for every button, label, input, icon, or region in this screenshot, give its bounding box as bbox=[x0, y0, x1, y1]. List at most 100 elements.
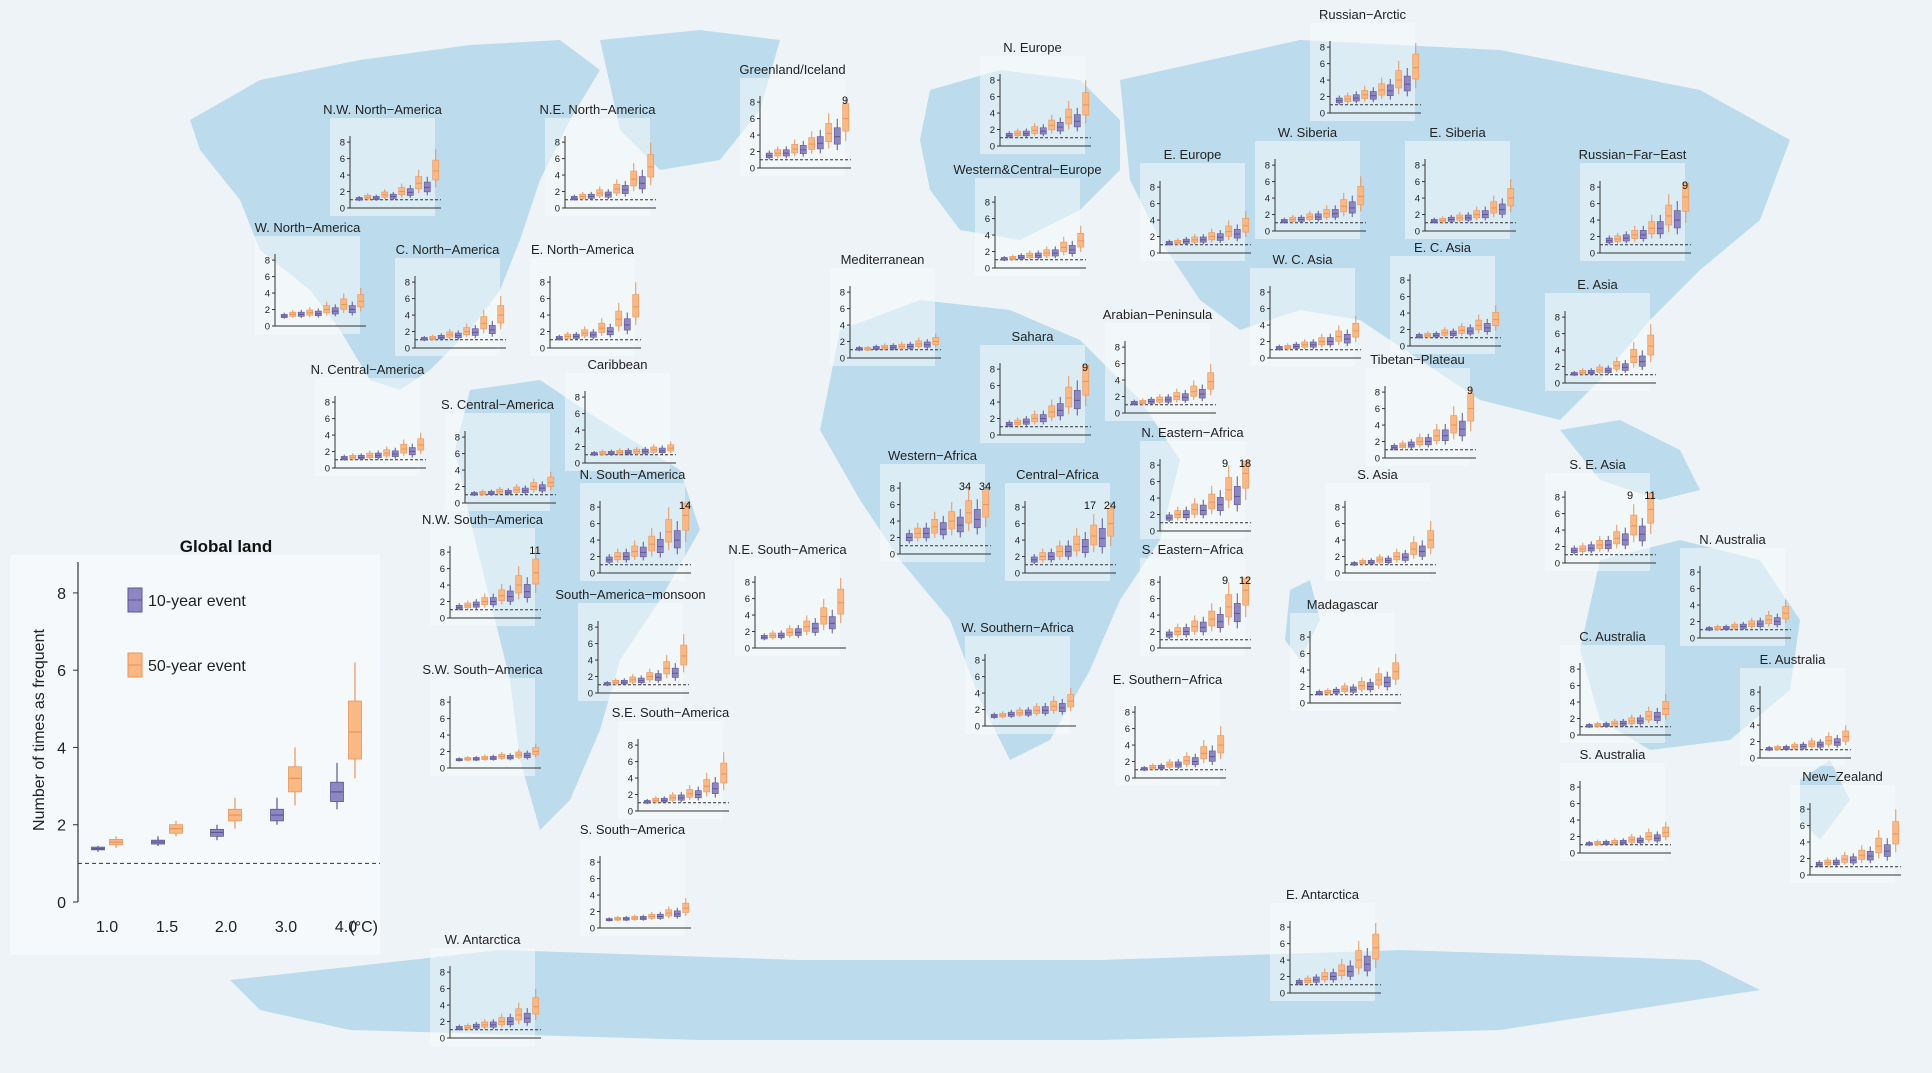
box-10yr bbox=[1403, 75, 1411, 92]
y-tick-label: 0 bbox=[590, 569, 595, 580]
y-tick-label: 0 bbox=[985, 264, 990, 275]
region-panel-esaf: E. Southern−Africa 0 2 4 6 8 bbox=[1113, 672, 1226, 786]
panel-title: Russian−Far−East bbox=[1579, 147, 1687, 162]
box-50yr bbox=[1217, 735, 1225, 754]
panel-title: E. C. Asia bbox=[1414, 240, 1472, 255]
y-tick-label: 6 bbox=[590, 874, 595, 885]
y-tick-label: 8 bbox=[1335, 503, 1340, 514]
y-tick-label: 0 bbox=[1570, 849, 1575, 860]
panel-background bbox=[430, 948, 535, 1046]
region-panel-tib: Tibetan−Plateau 0 2 4 6 8 9 bbox=[1365, 352, 1476, 466]
panel-background bbox=[315, 378, 420, 476]
box-50yr bbox=[1048, 405, 1056, 418]
y-tick-label: 6 bbox=[890, 500, 895, 511]
box-50yr bbox=[842, 103, 850, 132]
panel-title: W. C. Asia bbox=[1273, 252, 1334, 267]
panel-background bbox=[255, 236, 360, 334]
panel-title: Central−Africa bbox=[1016, 467, 1099, 482]
panel-title: W. Antarctica bbox=[445, 932, 522, 947]
y-tick-label: 6 bbox=[540, 294, 545, 305]
box-50yr bbox=[1067, 694, 1075, 708]
y-tick-label: 4 bbox=[440, 1001, 445, 1012]
y-tick-label: 0 bbox=[540, 344, 545, 355]
region-panel-ena: E. North−America 0 2 4 6 8 bbox=[530, 242, 641, 356]
y-tick-label: 2 bbox=[555, 187, 560, 198]
y-tick-label: 2 bbox=[840, 337, 845, 348]
y-tick-label: 8 bbox=[1320, 43, 1325, 54]
y-tick-label: 2 bbox=[540, 327, 545, 338]
box-50yr bbox=[1073, 535, 1081, 552]
box-50yr bbox=[1665, 204, 1673, 226]
panel-background bbox=[1740, 668, 1845, 766]
y-tick-label: 4 bbox=[440, 581, 445, 592]
panel-title: E. Siberia bbox=[1429, 125, 1486, 140]
y-tick-label: 0 bbox=[455, 499, 460, 510]
y-tick-label: 8 bbox=[590, 503, 595, 514]
region-panel-wsaf: W. Southern−Africa 0 2 4 6 8 bbox=[961, 620, 1076, 734]
y-tick-label: 2 bbox=[1690, 617, 1695, 628]
land-mass bbox=[820, 300, 1180, 760]
y-tick-label: 2 bbox=[628, 790, 633, 801]
y-tick-label: 2 bbox=[745, 627, 750, 638]
y-tick-label: 2 bbox=[265, 305, 270, 316]
region-panel-nesa: N.E. South−America 0 2 4 6 8 bbox=[728, 542, 847, 656]
y-tick-label: 8 bbox=[750, 98, 755, 109]
box-10yr bbox=[1233, 486, 1241, 506]
panel-title: W. North−America bbox=[255, 220, 362, 235]
box-10yr bbox=[656, 539, 664, 554]
y-tick-label: 6 bbox=[588, 639, 593, 650]
box-50yr bbox=[965, 500, 973, 524]
y-tick-label: 2 bbox=[990, 414, 995, 425]
y-tick-label: 0 bbox=[265, 322, 270, 333]
box-50yr bbox=[1412, 53, 1420, 80]
overflow-annotation: 11 bbox=[1644, 490, 1655, 502]
region-panel-scam: S. Central−America 0 2 4 6 8 bbox=[441, 397, 556, 511]
y-tick-label: 2 bbox=[1555, 542, 1560, 553]
region-panel-ssa: S. South−America 0 2 4 6 8 bbox=[580, 822, 691, 936]
y-tick-label: 2 bbox=[1750, 737, 1755, 748]
box-50yr bbox=[1467, 393, 1475, 422]
y-tick-label: 0 bbox=[1125, 774, 1130, 785]
region-panel-seaf: S. Eastern−Africa 0 2 4 6 8 9 12 bbox=[1140, 542, 1251, 656]
overflow-annotation: 11 bbox=[529, 545, 540, 557]
box-50yr bbox=[647, 154, 655, 178]
y-tick-label: 0 bbox=[588, 689, 593, 700]
y-tick-label: 6 bbox=[985, 214, 990, 225]
legend-label: 50-year event bbox=[148, 658, 246, 675]
box-10yr bbox=[1638, 525, 1646, 542]
y-tick-label: 2 bbox=[1150, 510, 1155, 521]
y-tick-label: 2 bbox=[975, 705, 980, 716]
y-tick-label: 8 bbox=[1150, 183, 1155, 194]
y-tick-label: 4 bbox=[1415, 194, 1420, 205]
panel-background bbox=[1390, 256, 1495, 354]
panel-background bbox=[1290, 613, 1395, 711]
region-panel-eau: E. Australia 0 2 4 6 8 bbox=[1740, 652, 1851, 766]
y-tick-label: 0 bbox=[975, 722, 980, 733]
box-50yr bbox=[1892, 821, 1900, 845]
y-tick-label: 6 bbox=[440, 564, 445, 575]
box-50yr bbox=[665, 519, 673, 543]
overflow-annotation: 9 bbox=[1627, 490, 1633, 502]
y-tick-label: 0 bbox=[1320, 109, 1325, 120]
y-tick-label: 6 bbox=[1280, 939, 1285, 950]
panel-background bbox=[445, 413, 550, 511]
box-50yr bbox=[680, 644, 688, 666]
y-tick-label: 2 bbox=[1555, 362, 1560, 373]
panel-background bbox=[1105, 323, 1210, 421]
y-tick-label: 6 bbox=[1375, 404, 1380, 415]
panel-title: E. Asia bbox=[1577, 277, 1618, 292]
box-10yr bbox=[523, 584, 531, 599]
y-tick-label: 6 bbox=[840, 304, 845, 315]
box-50yr bbox=[808, 137, 816, 150]
y-tick-label: 6 bbox=[990, 92, 995, 103]
box-50yr bbox=[1450, 415, 1458, 434]
region-panel-rar: Russian−Arctic 0 2 4 6 8 bbox=[1310, 7, 1421, 121]
y-tick-label: 6 bbox=[750, 114, 755, 125]
y-tick-label: 4 bbox=[1150, 494, 1155, 505]
panel-title: C. North−America bbox=[396, 242, 500, 257]
region-panel-ncam: N. Central−America 0 2 4 6 8 bbox=[311, 362, 426, 476]
panel-title: E. North−America bbox=[531, 242, 635, 257]
y-tick-label: 0 bbox=[1150, 644, 1155, 655]
y-tick-label: 8 bbox=[540, 278, 545, 289]
box-50yr bbox=[1208, 493, 1216, 510]
